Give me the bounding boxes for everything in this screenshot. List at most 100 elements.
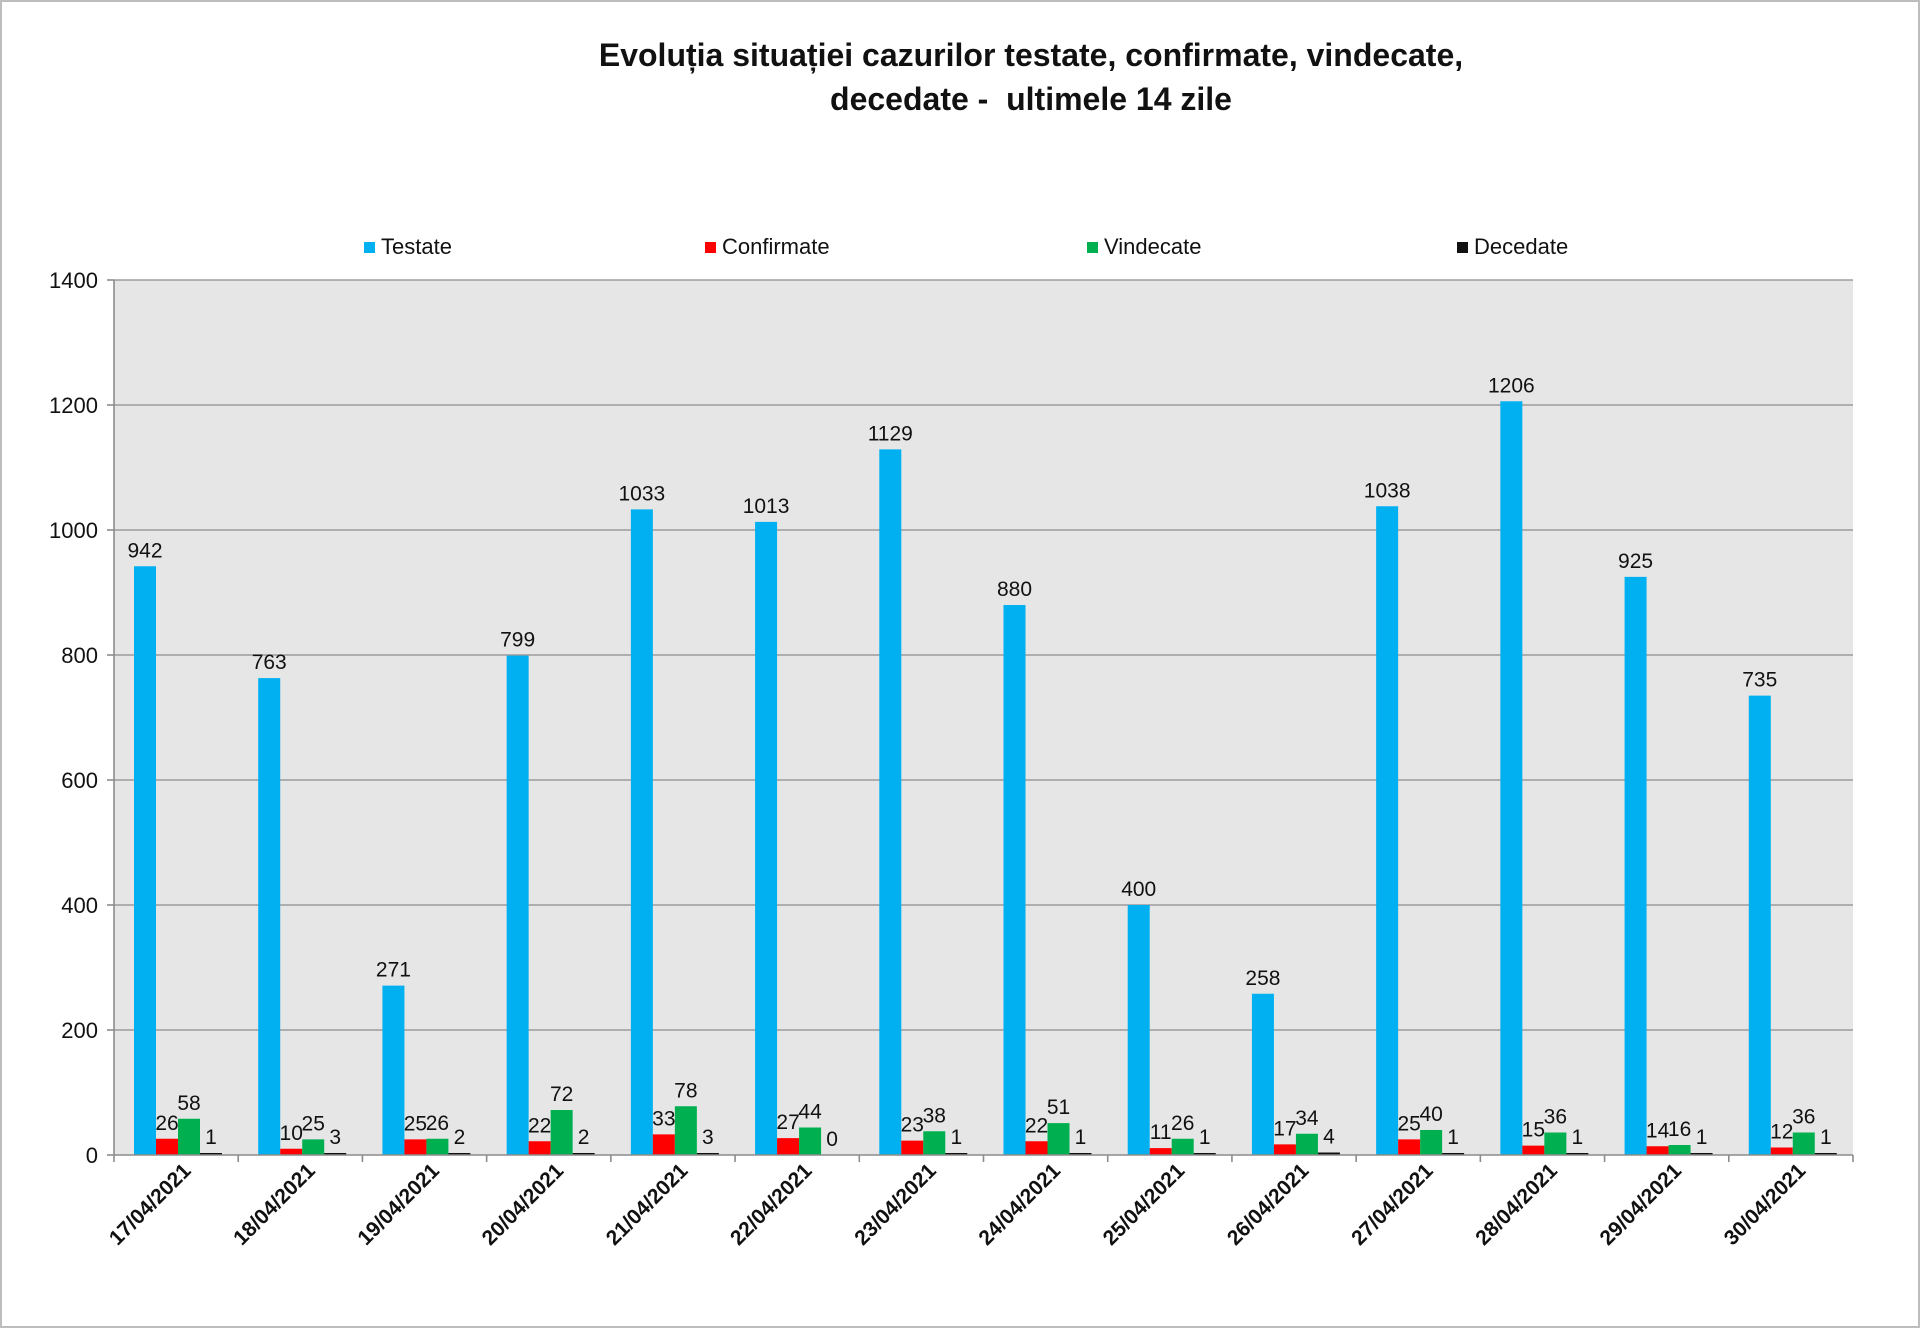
value-label-confirmate-30-04-2021: 12 [1770,1121,1793,1144]
legend-swatch-confirmate [705,242,716,253]
bar-confirmate-17-04-2021 [156,1138,178,1155]
bar-testate-22-04-2021 [755,521,778,1155]
y-tick-label: 800 [61,643,98,668]
value-label-decedate-27-04-2021: 1 [1447,1126,1459,1149]
bar-decedate-19-04-2021 [448,1153,471,1155]
value-label-vindecate-27-04-2021: 40 [1419,1103,1442,1126]
bar-testate-25-04-2021 [1127,905,1150,1155]
value-label-testate-21-04-2021: 1033 [618,482,665,505]
bar-decedate-20-04-2021 [572,1153,595,1155]
y-tick-label: 200 [61,1018,98,1043]
value-label-confirmate-21-04-2021: 33 [652,1107,675,1130]
value-label-confirmate-26-04-2021: 17 [1273,1117,1296,1140]
value-label-decedate-17-04-2021: 1 [205,1126,217,1149]
bar-testate-18-04-2021 [258,678,281,1155]
bar-testate-20-04-2021 [506,655,529,1155]
bar-testate-17-04-2021 [134,566,156,1155]
value-label-testate-25-04-2021: 400 [1121,878,1156,901]
bar-testate-29-04-2021 [1624,576,1647,1155]
bar-confirmate-21-04-2021 [652,1134,675,1155]
bar-confirmate-18-04-2021 [280,1148,303,1155]
legend-item-decedate: Decedate [1457,234,1568,259]
chart-title: Evoluția situației cazurilor testate, co… [599,37,1463,117]
value-label-testate-30-04-2021: 735 [1742,669,1777,692]
value-label-vindecate-28-04-2021: 36 [1544,1106,1567,1129]
chart-title-line-1: Evoluția situației cazurilor testate, co… [599,37,1463,73]
value-label-decedate-25-04-2021: 1 [1199,1126,1211,1149]
value-label-testate-18-04-2021: 763 [252,651,287,674]
bar-confirmate-29-04-2021 [1646,1146,1669,1155]
legend-swatch-decedate [1457,242,1468,253]
value-label-vindecate-30-04-2021: 36 [1792,1106,1815,1129]
bar-confirmate-22-04-2021 [777,1138,800,1155]
bar-vindecate-17-04-2021 [178,1118,200,1155]
bar-testate-28-04-2021 [1500,401,1523,1155]
value-label-testate-26-04-2021: 258 [1245,967,1280,990]
value-label-confirmate-29-04-2021: 14 [1646,1119,1670,1142]
value-label-vindecate-20-04-2021: 72 [550,1083,573,1106]
bar-vindecate-28-04-2021 [1544,1132,1567,1155]
bar-testate-24-04-2021 [1003,605,1026,1155]
bar-testate-26-04-2021 [1251,993,1274,1155]
legend-item-vindecate: Vindecate [1087,234,1201,259]
bar-testate-21-04-2021 [630,509,653,1155]
value-label-decedate-29-04-2021: 1 [1696,1126,1708,1149]
bar-vindecate-29-04-2021 [1668,1145,1691,1155]
bar-vindecate-27-04-2021 [1420,1130,1443,1155]
value-label-testate-29-04-2021: 925 [1618,550,1653,573]
value-label-vindecate-24-04-2021: 51 [1047,1096,1070,1119]
bar-vindecate-30-04-2021 [1792,1132,1815,1155]
bar-testate-23-04-2021 [879,449,902,1155]
bar-vindecate-22-04-2021 [799,1127,822,1155]
value-label-testate-20-04-2021: 799 [500,629,535,652]
value-label-confirmate-20-04-2021: 22 [528,1114,551,1137]
y-tick-label: 1000 [49,518,98,543]
value-label-decedate-21-04-2021: 3 [702,1126,714,1149]
gridlines [114,279,1853,1031]
bar-vindecate-19-04-2021 [426,1138,449,1155]
value-label-decedate-30-04-2021: 1 [1820,1126,1832,1149]
value-label-testate-27-04-2021: 1038 [1364,479,1411,502]
legend-label-confirmate: Confirmate [722,234,830,259]
value-label-vindecate-23-04-2021: 38 [923,1104,946,1127]
value-label-confirmate-27-04-2021: 25 [1397,1112,1420,1135]
bar-confirmate-25-04-2021 [1149,1148,1172,1155]
value-label-confirmate-25-04-2021: 11 [1150,1121,1172,1144]
value-label-confirmate-24-04-2021: 22 [1025,1114,1048,1137]
bar-decedate-18-04-2021 [324,1153,347,1155]
legend-label-testate: Testate [381,234,452,259]
legend-swatch-testate [364,242,375,253]
value-label-vindecate-25-04-2021: 26 [1171,1112,1194,1135]
bar-decedate-25-04-2021 [1193,1153,1216,1155]
value-label-confirmate-17-04-2021: 26 [155,1112,178,1135]
value-label-confirmate-23-04-2021: 23 [901,1114,924,1137]
y-tick-label: 0 [86,1143,98,1168]
value-label-vindecate-22-04-2021: 44 [798,1101,822,1124]
legend: Testate Confirmate Vindecate Decedate [364,234,1568,259]
value-labels: 9427632717991033101311298804002581038120… [127,374,1831,1151]
bar-confirmate-19-04-2021 [404,1139,427,1155]
value-label-testate-23-04-2021: 1129 [868,422,913,445]
value-label-decedate-18-04-2021: 3 [329,1126,341,1149]
bars [134,401,1837,1155]
value-label-decedate-24-04-2021: 1 [1075,1126,1087,1149]
legend-swatch-vindecate [1087,242,1098,253]
bar-confirmate-28-04-2021 [1522,1145,1545,1155]
y-tick-label: 1400 [49,268,98,293]
value-label-decedate-20-04-2021: 2 [578,1126,590,1149]
bar-confirmate-23-04-2021 [901,1140,924,1155]
value-label-decedate-26-04-2021: 4 [1323,1126,1335,1149]
bar-testate-30-04-2021 [1748,695,1771,1155]
legend-label-vindecate: Vindecate [1104,234,1201,259]
bar-testate-19-04-2021 [382,985,405,1155]
bar-confirmate-26-04-2021 [1273,1144,1296,1155]
y-tick-label: 400 [61,893,98,918]
bar-decedate-28-04-2021 [1566,1153,1589,1155]
value-label-testate-19-04-2021: 271 [376,959,411,982]
bar-decedate-23-04-2021 [945,1153,968,1155]
value-label-decedate-22-04-2021: 0 [826,1128,838,1151]
legend-label-decedate: Decedate [1474,234,1568,259]
bar-confirmate-24-04-2021 [1025,1141,1048,1155]
value-label-vindecate-29-04-2021: 16 [1668,1118,1691,1141]
value-label-decedate-23-04-2021: 1 [950,1126,962,1149]
